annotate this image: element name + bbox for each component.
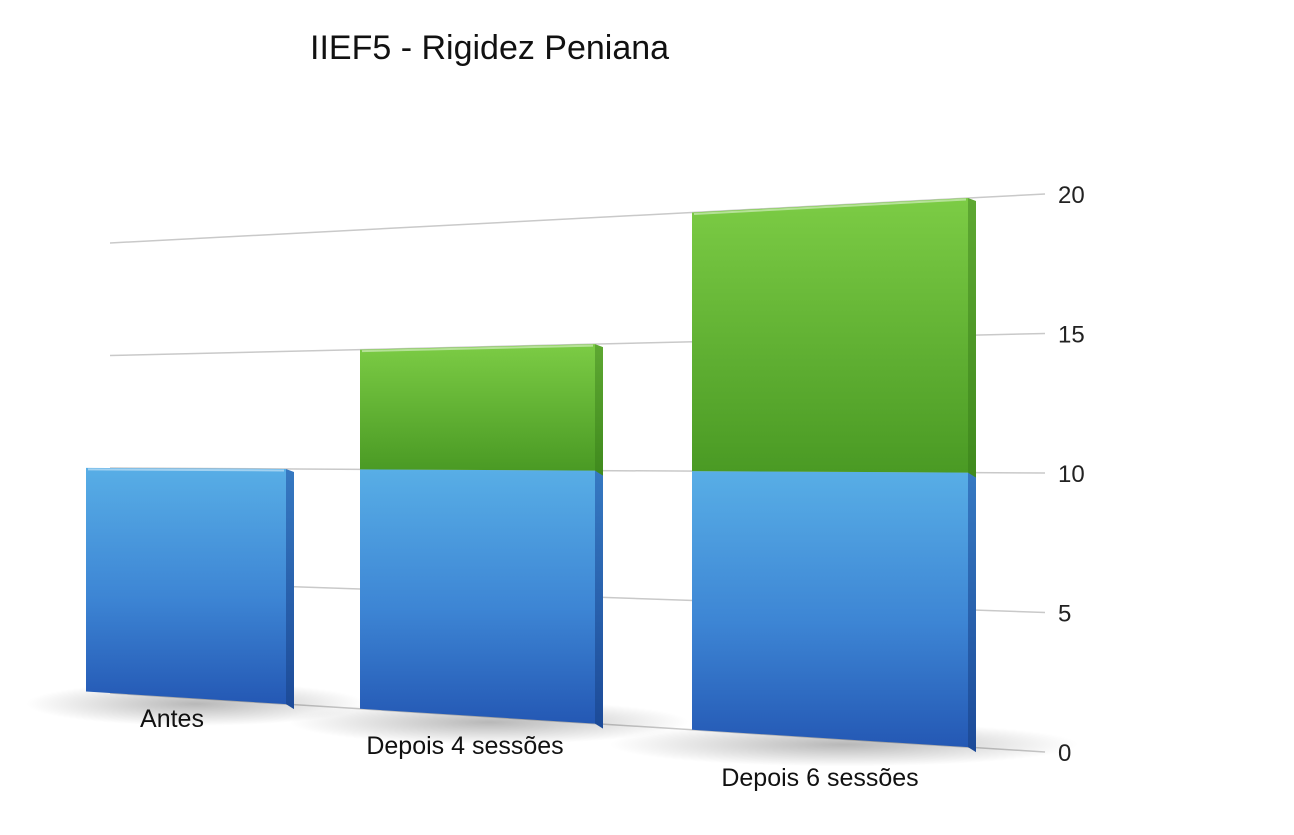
bar-segment-blue (360, 469, 595, 724)
bar-segment-green (360, 344, 595, 471)
x-category-label: Depois 6 sessões (721, 764, 918, 792)
labels: 0 5 10 15 20 Antes Depois 4 sessões Depois 6 se… (140, 182, 1085, 792)
bar-top-highlight (693, 198, 967, 215)
y-tick-label: 15 (1058, 322, 1085, 349)
bar-segment-blue-side (595, 470, 603, 729)
x-category-label: Antes (140, 705, 204, 733)
bar-segment-green-side (968, 198, 976, 478)
bar-segment-green (692, 198, 968, 473)
y-tick-label: 5 (1058, 601, 1071, 628)
bar-segment-green-side (595, 344, 603, 476)
bars (86, 198, 976, 753)
chart-title: IIEF5 - Rigidez Peniana (310, 29, 669, 67)
y-tick-label: 10 (1058, 461, 1085, 488)
bar-top-highlight (87, 468, 285, 472)
bar-top-highlight (361, 344, 594, 353)
bar-segment-blue (86, 467, 286, 705)
bar-segment-blue (692, 471, 968, 748)
bar-segment-blue-side (968, 472, 976, 753)
bar-segment-blue-side (286, 468, 294, 710)
x-category-label: Depois 4 sessões (366, 732, 563, 760)
y-tick-label: 20 (1058, 182, 1085, 209)
y-tick-label: 0 (1058, 740, 1071, 767)
